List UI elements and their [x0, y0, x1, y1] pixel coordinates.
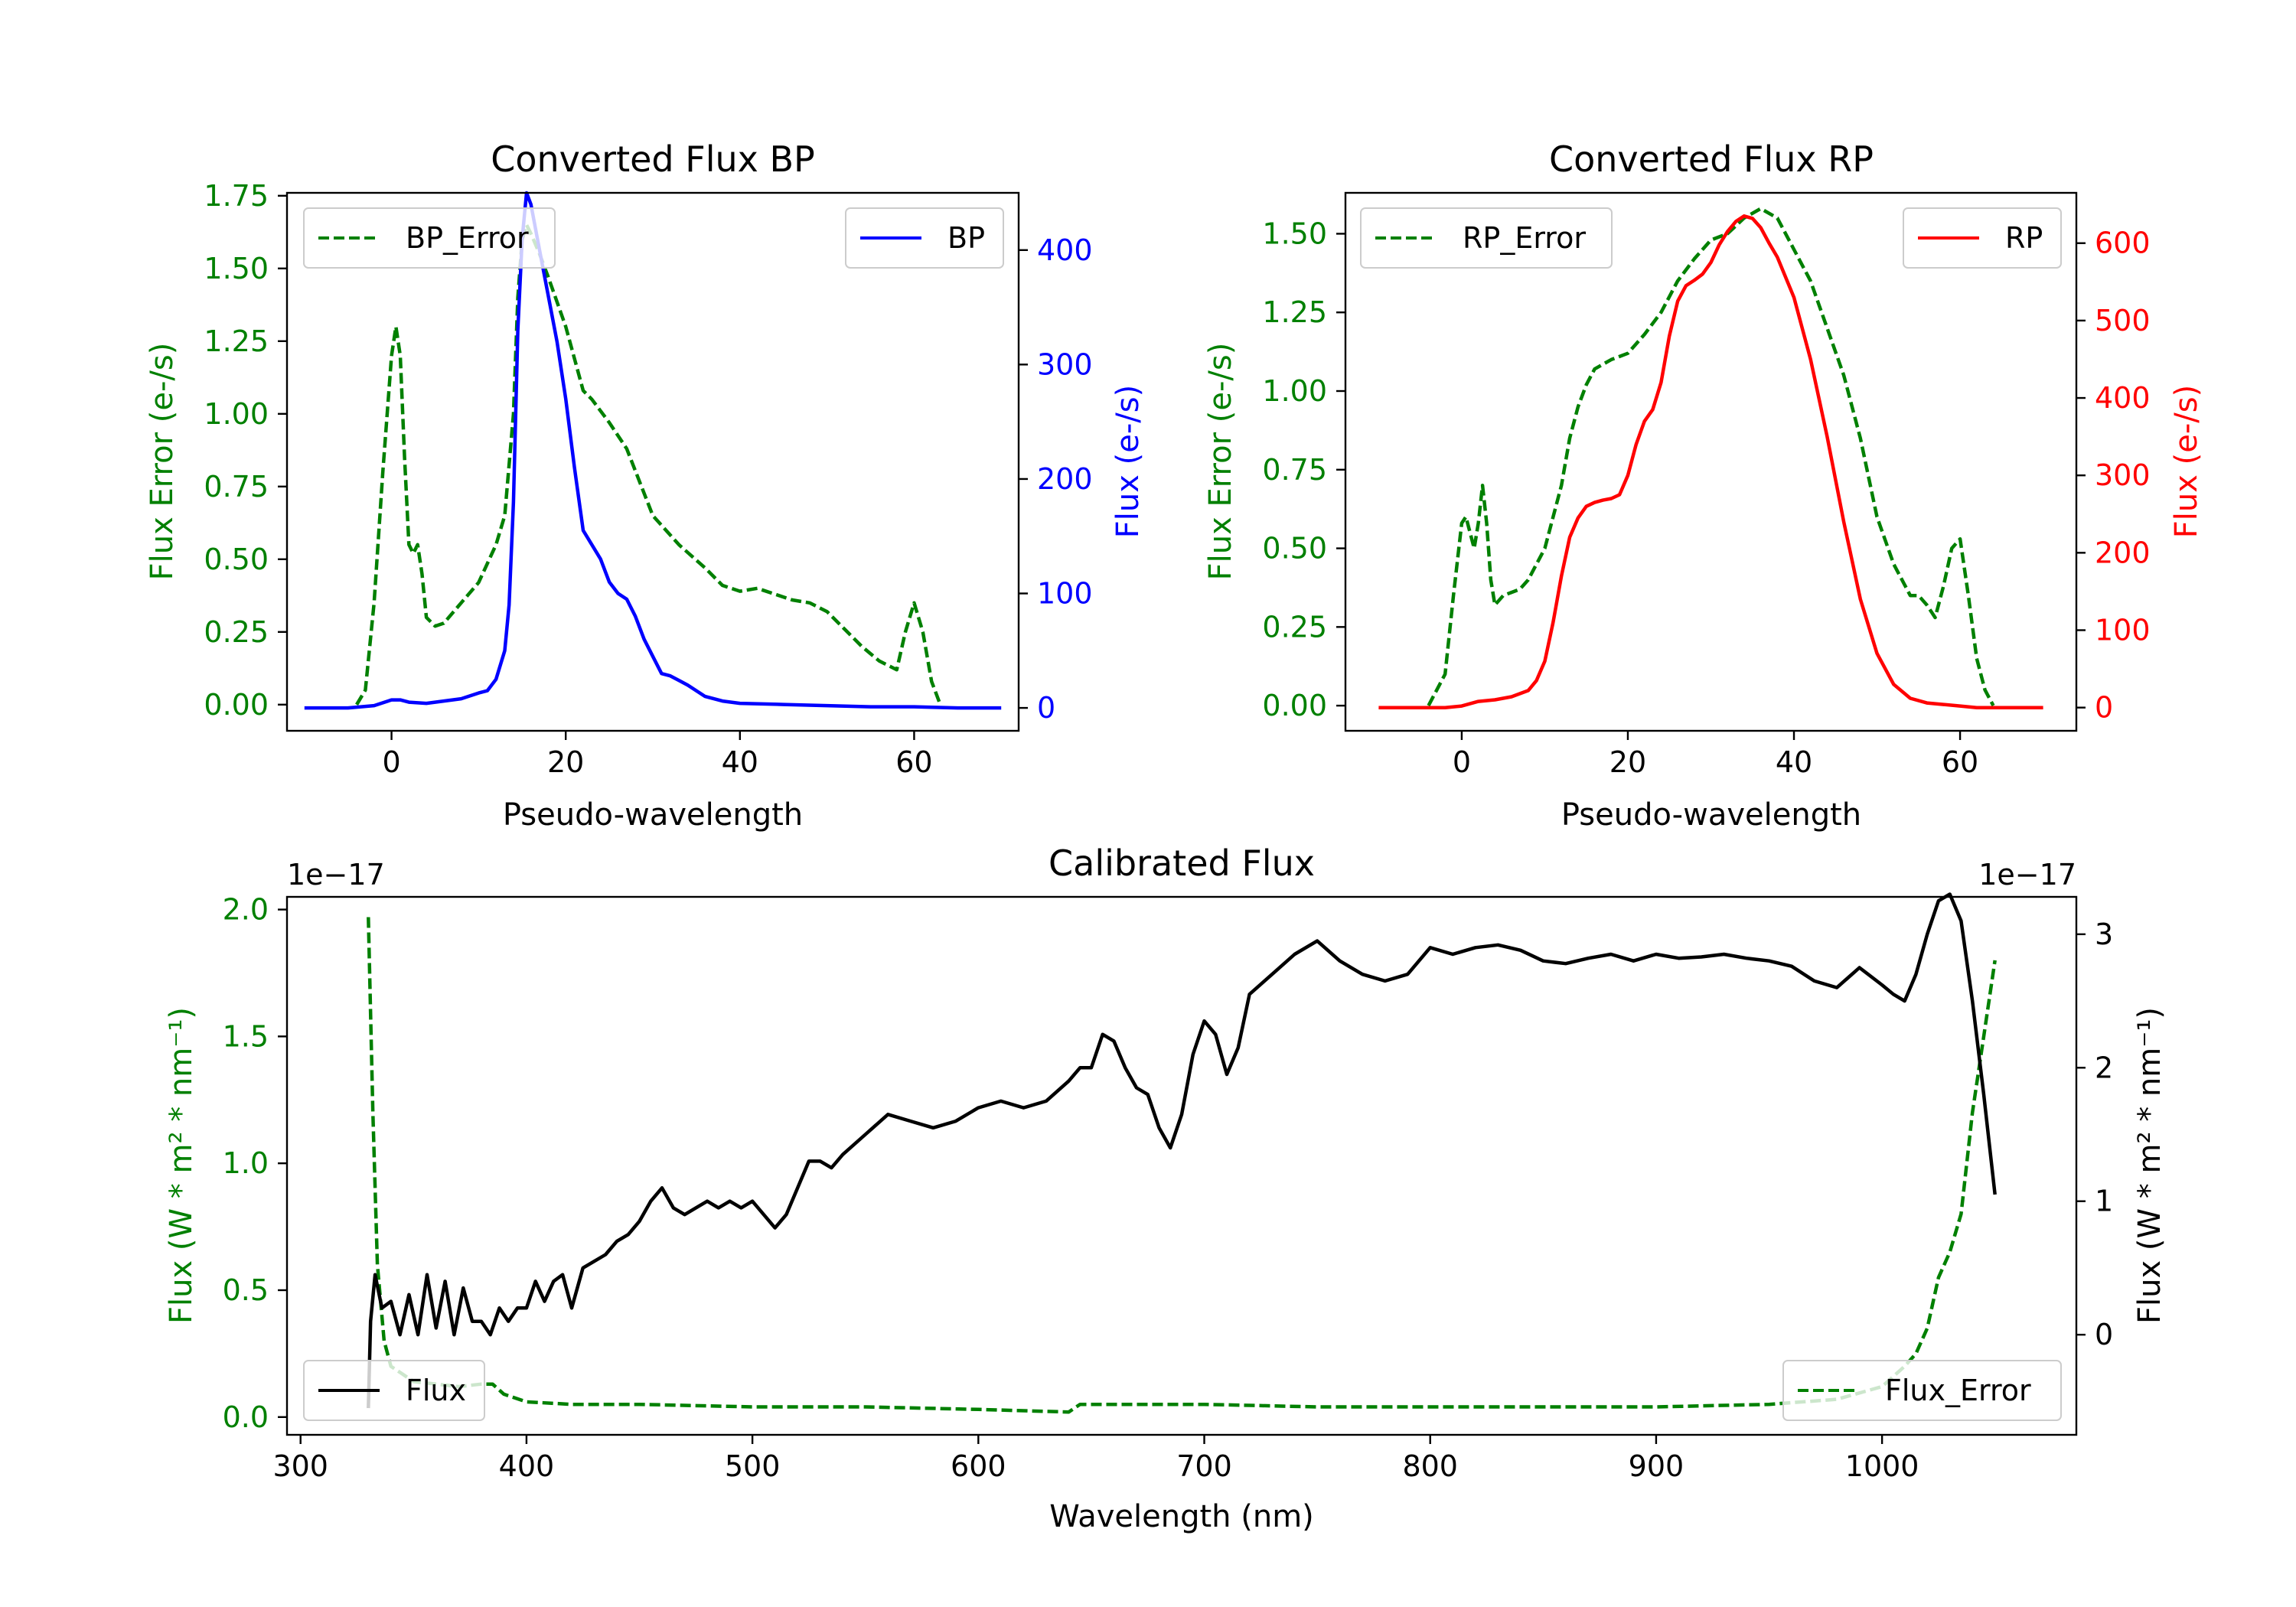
calibrated-ytick-right-label: 0: [2095, 1318, 2113, 1351]
calibrated-legend-right-label: Flux_Error: [1885, 1374, 2031, 1407]
bp-title: Converted Flux BP: [491, 139, 815, 180]
calibrated-ytick-left-label: 1.5: [223, 1019, 269, 1053]
calibrated-xtick-label: 900: [1629, 1449, 1684, 1483]
calibrated-frame: [285, 895, 2078, 1436]
calibrated-ylabel-left: Flux (W * m² * nm⁻¹): [164, 1007, 199, 1324]
bp-legend-right-label: BP: [947, 221, 985, 255]
chart-rp: Converted Flux RP 0 20 40 60 0.00 0.25 0.50 0.7…: [1203, 139, 2204, 833]
bp-ytick-left-label: 1.50: [204, 252, 269, 285]
calibrated-ytick-right-label: 2: [2095, 1051, 2113, 1084]
rp-xlabel: Pseudo-wavelength: [1561, 797, 1861, 833]
bp-ytick-left-label: 1.75: [204, 179, 269, 213]
bp-frame: [285, 191, 1020, 732]
calibrated-offset-right: 1e−17: [1978, 858, 2076, 892]
bp-ytick-left-label: 0.25: [204, 615, 269, 649]
bp-ylabel-right: Flux (e-/s): [1110, 385, 1146, 538]
calibrated-series-flux-error: [367, 917, 1997, 1414]
calibrated-ytick-left-label: 2.0: [223, 893, 269, 927]
bp-legend-left-label: BP_Error: [406, 221, 529, 255]
calibrated-xtick-label: 600: [951, 1449, 1006, 1483]
rp-legend-left-label: RP_Error: [1463, 221, 1586, 255]
chart-calibrated: Calibrated Flux 1e−17 1e−17 300 400 500 600…: [164, 843, 2167, 1534]
rp-xtick-label: 60: [1942, 745, 1978, 779]
calibrated-legend-left: Flux: [303, 1360, 485, 1421]
calibrated-ytick-right-label: 3: [2095, 918, 2113, 951]
rp-legend-left: RP_Error: [1360, 207, 1613, 269]
rp-xtick-label: 40: [1776, 745, 1812, 779]
rp-ytick-left-label: 0.75: [1262, 453, 1327, 487]
calibrated-xlabel: Wavelength (nm): [1049, 1499, 1314, 1534]
bp-series-bp: [304, 191, 1002, 710]
bp-ytick-left-label: 0.00: [204, 688, 269, 722]
rp-ytick-right-label: 500: [2095, 304, 2151, 337]
calibrated-xtick-label: 800: [1402, 1449, 1458, 1483]
rp-ylabel-right: Flux (e-/s): [2169, 385, 2204, 538]
bp-xtick-label: 60: [895, 745, 932, 779]
bp-legend-right: BP: [845, 207, 1004, 269]
bp-plot-area: 0 20 40 60 0.00 0.25 0.50 0.75 1.00 1.25 1.50 1.75 0…: [204, 179, 1092, 779]
bp-legend-left: BP_Error: [303, 207, 556, 269]
bp-xtick-label: 40: [722, 745, 758, 779]
bp-ytick-right-label: 300: [1037, 347, 1093, 381]
bp-ytick-right-label: 400: [1037, 233, 1093, 267]
rp-ytick-right-label: 600: [2095, 227, 2151, 260]
calibrated-xtick-label: 300: [272, 1449, 328, 1483]
bp-ytick-left-label: 1.00: [204, 397, 269, 431]
bp-ytick-left-label: 0.50: [204, 543, 269, 576]
calibrated-title: Calibrated Flux: [1049, 843, 1315, 884]
calibrated-ytick-left-label: 0.0: [223, 1400, 269, 1434]
rp-ytick-right-label: 100: [2095, 614, 2151, 647]
calibrated-ytick-left-label: 0.5: [223, 1273, 269, 1307]
rp-xtick-label: 0: [1453, 745, 1471, 779]
rp-legend-right: RP: [1903, 207, 2062, 269]
rp-frame: [1344, 191, 2078, 732]
rp-ytick-left-label: 1.25: [1262, 295, 1327, 329]
bp-xtick-label: 0: [382, 745, 400, 779]
calibrated-xtick-label: 500: [725, 1449, 781, 1483]
rp-ylabel-left: Flux Error (e-/s): [1203, 343, 1238, 581]
bp-ylabel-left: Flux Error (e-/s): [145, 343, 180, 581]
calibrated-legend-left-label: Flux: [406, 1374, 466, 1407]
rp-ytick-left-label: 1.00: [1262, 374, 1327, 408]
chart-bp: Converted Flux BP 0 20 40 60 0.00 0.25 0.50 0.7…: [145, 139, 1146, 833]
bp-ytick-right-label: 200: [1037, 462, 1093, 496]
rp-ytick-right-label: 300: [2095, 458, 2151, 492]
rp-ytick-right-label: 400: [2095, 381, 2151, 415]
calibrated-offset-left: 1e−17: [287, 858, 385, 892]
bp-series-bp-error: [355, 223, 942, 706]
bp-ytick-right-label: 0: [1037, 691, 1055, 725]
bp-ytick-left-label: 0.75: [204, 470, 269, 504]
rp-ytick-left-label: 1.50: [1262, 217, 1327, 250]
calibrated-ytick-right-label: 1: [2095, 1185, 2113, 1218]
calibrated-plot-area: 300 400 500 600 700 800 900 1000 0.0 0.5 1.0 1.5 2.0…: [223, 892, 2113, 1483]
calibrated-xtick-label: 700: [1176, 1449, 1232, 1483]
calibrated-legend-right: Flux_Error: [1782, 1360, 2062, 1421]
calibrated-xtick-label: 400: [499, 1449, 555, 1483]
rp-ytick-left-label: 0.50: [1262, 532, 1327, 566]
calibrated-ytick-left-label: 1.0: [223, 1146, 269, 1180]
rp-legend-right-label: RP: [2005, 221, 2043, 255]
calibrated-xtick-label: 1000: [1845, 1449, 1919, 1483]
rp-xtick-label: 20: [1609, 745, 1646, 779]
rp-ytick-left-label: 0.00: [1262, 689, 1327, 722]
rp-series-rp-error: [1427, 207, 1995, 707]
rp-ytick-left-label: 0.25: [1262, 610, 1327, 644]
rp-title: Converted Flux RP: [1549, 139, 1874, 180]
bp-xlabel: Pseudo-wavelength: [503, 797, 803, 833]
rp-ytick-right-label: 200: [2095, 536, 2151, 569]
calibrated-series-flux: [367, 892, 1997, 1409]
rp-series-rp: [1378, 214, 2043, 709]
rp-plot-area: 0 20 40 60 0.00 0.25 0.50 0.75 1.00 1.25 1.50 0 100 2…: [1262, 207, 2151, 779]
bp-ytick-left-label: 1.25: [204, 324, 269, 358]
calibrated-ylabel-right: Flux (W * m² * nm⁻¹): [2132, 1007, 2167, 1324]
rp-ytick-right-label: 0: [2095, 691, 2113, 725]
bp-ytick-right-label: 100: [1037, 577, 1093, 611]
bp-xtick-label: 20: [547, 745, 584, 779]
